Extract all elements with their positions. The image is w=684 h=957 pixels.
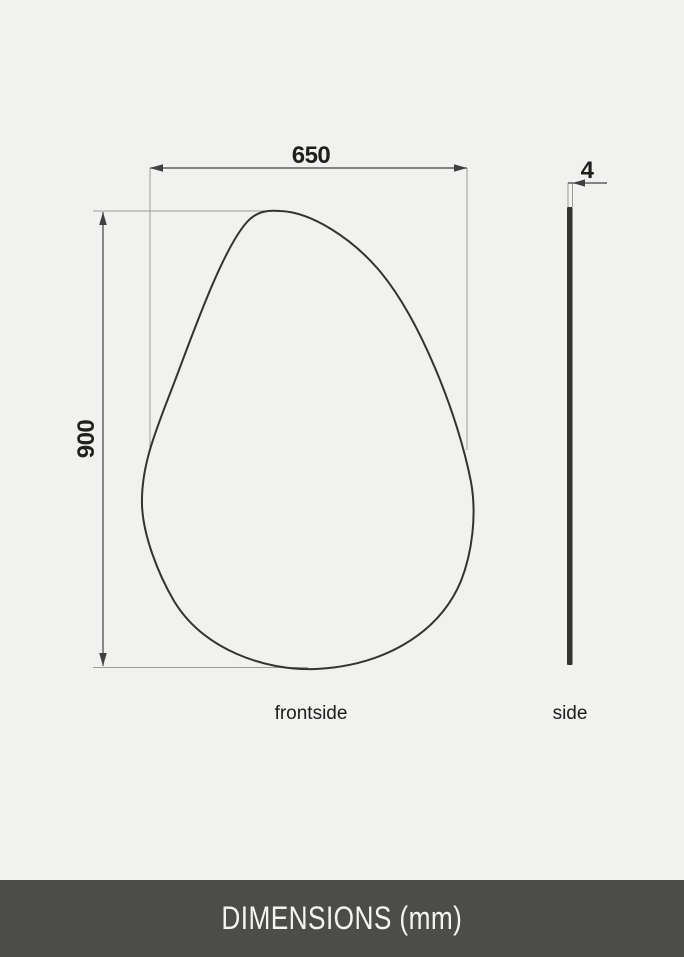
height-arrow-bottom-icon bbox=[99, 653, 107, 666]
front-view-label: frontside bbox=[274, 703, 348, 724]
extension-lines bbox=[93, 168, 573, 668]
side-view-label: side bbox=[552, 703, 588, 724]
side-view-profile bbox=[567, 207, 573, 665]
width-dimension-line bbox=[150, 164, 467, 172]
width-arrow-right-icon bbox=[454, 164, 467, 172]
height-dimension-value: 900 bbox=[73, 419, 100, 459]
height-arrow-top-icon bbox=[99, 212, 107, 225]
width-arrow-left-icon bbox=[150, 164, 163, 172]
footer-title: DIMENSIONS (mm) bbox=[221, 900, 463, 936]
footer-bar: DIMENSIONS (mm) bbox=[0, 880, 684, 957]
width-dimension-value: 650 bbox=[291, 142, 331, 169]
thickness-arrow-left-icon bbox=[572, 179, 585, 187]
thickness-dimension-value: 4 bbox=[580, 157, 594, 184]
mirror-outline bbox=[140, 209, 475, 671]
height-dimension-line bbox=[99, 212, 107, 666]
thickness-dimension-line bbox=[568, 179, 607, 187]
